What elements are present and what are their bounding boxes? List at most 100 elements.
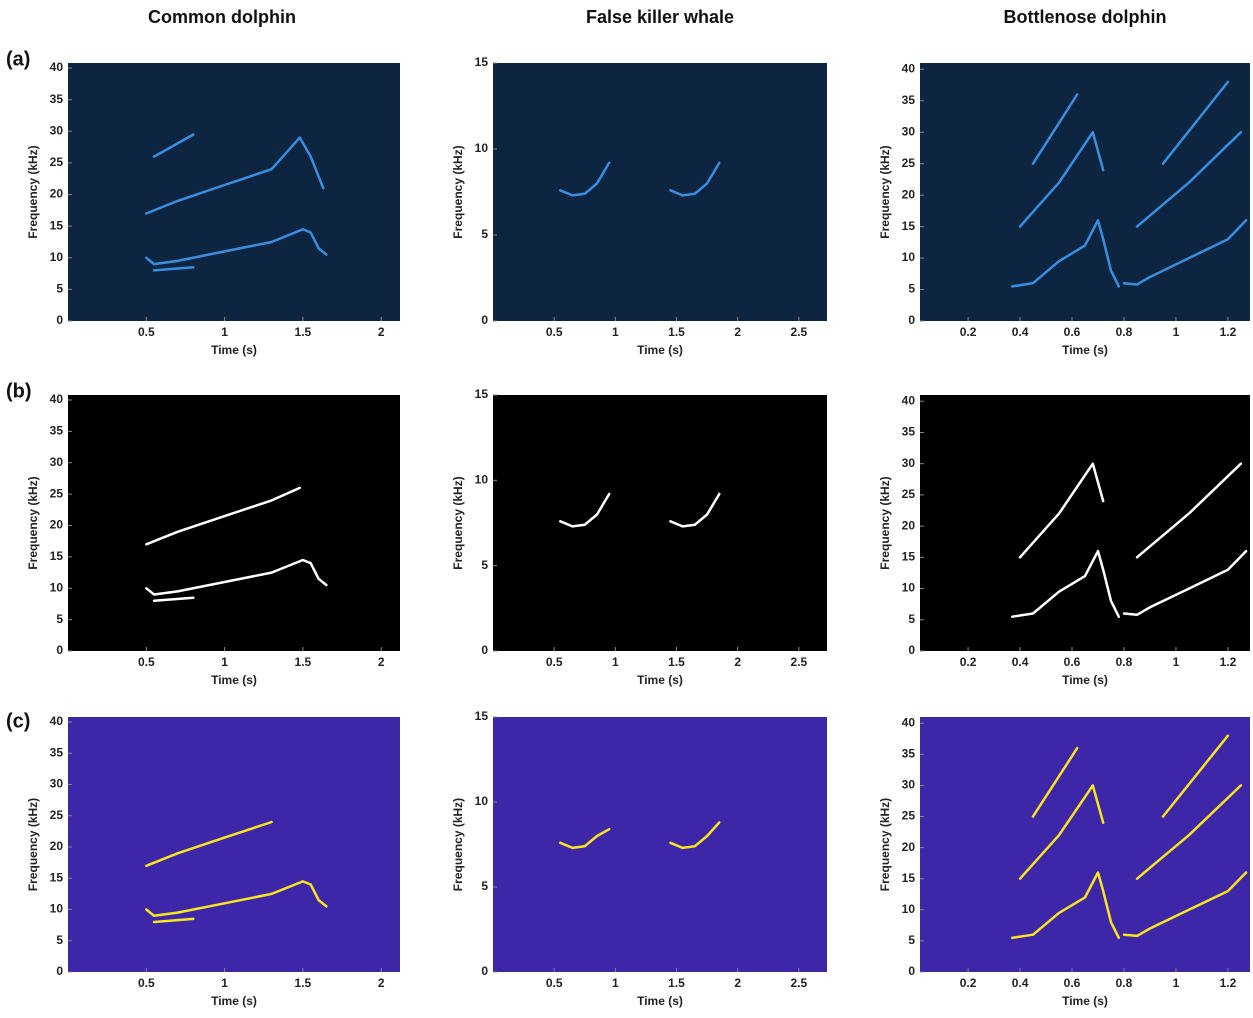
y-tick-label: 0 — [908, 964, 915, 978]
x-tick-label: 2 — [734, 976, 741, 990]
y-tick-label: 40 — [902, 393, 916, 407]
y-tick-label: 40 — [50, 60, 64, 74]
contour — [669, 821, 721, 850]
x-axis-label: Time (s) — [1062, 673, 1108, 687]
x-tick-label: 2.5 — [791, 325, 808, 339]
y-tick-label: 0 — [481, 964, 488, 978]
plot-area — [493, 395, 827, 651]
contours — [1010, 462, 1248, 618]
x-tick-label: 1.5 — [295, 976, 312, 990]
contour — [1031, 93, 1079, 165]
contour — [145, 558, 328, 596]
y-tick-label: 15 — [475, 709, 489, 723]
y-axis-label: Frequency (kHz) — [26, 476, 40, 569]
column-title: False killer whale — [586, 7, 734, 27]
x-axis-label: Time (s) — [211, 673, 257, 687]
x-tick-label: 2.5 — [791, 976, 808, 990]
contour — [145, 880, 328, 918]
contour — [145, 486, 302, 546]
y-tick-label: 5 — [56, 933, 63, 947]
y-tick-label: 10 — [475, 141, 489, 155]
y-tick-label: 15 — [902, 219, 916, 233]
row-label: (b) — [6, 380, 32, 402]
x-tick-label: 1 — [612, 655, 619, 669]
x-tick-label: 1.2 — [1220, 325, 1237, 339]
y-axis-label: Frequency (kHz) — [878, 145, 892, 238]
y-tick-label: 20 — [902, 840, 916, 854]
y-tick-label: 0 — [56, 643, 63, 657]
contour — [152, 917, 195, 924]
y-tick-label: 15 — [50, 549, 64, 563]
x-tick-label: 2 — [734, 655, 741, 669]
y-axis-label: Frequency (kHz) — [26, 145, 40, 238]
y-tick-label: 0 — [481, 643, 488, 657]
y-tick-label: 40 — [50, 392, 64, 406]
y-tick-label: 0 — [56, 964, 63, 978]
column-title: Common dolphin — [148, 7, 296, 27]
contour — [152, 133, 195, 158]
x-tick-label: 0.4 — [1012, 325, 1029, 339]
y-tick-label: 20 — [902, 518, 916, 532]
contour — [1122, 549, 1248, 617]
y-tick-label: 0 — [481, 313, 488, 327]
contour — [1135, 130, 1243, 228]
y-tick-label: 5 — [481, 227, 488, 241]
contour — [145, 136, 325, 215]
x-tick-label: 1.5 — [295, 655, 312, 669]
y-tick-label: 30 — [902, 778, 916, 792]
y-tick-label: 30 — [50, 455, 64, 469]
x-tick-label: 0.2 — [960, 655, 977, 669]
x-tick-label: 1 — [221, 655, 228, 669]
x-tick-label: 1 — [1173, 655, 1180, 669]
y-tick-label: 25 — [902, 156, 916, 170]
contour — [669, 161, 721, 197]
plot-area — [920, 395, 1250, 651]
contour — [145, 228, 328, 266]
y-tick-label: 15 — [475, 387, 489, 401]
y-tick-label: 15 — [475, 55, 489, 69]
y-axis-label: Frequency (kHz) — [26, 798, 40, 891]
contour — [1122, 219, 1248, 286]
y-tick-label: 40 — [902, 61, 916, 75]
x-tick-label: 2 — [378, 976, 385, 990]
contour — [1135, 784, 1243, 880]
x-tick-label: 1 — [221, 976, 228, 990]
y-tick-label: 35 — [902, 93, 916, 107]
y-tick-label: 10 — [902, 250, 916, 264]
x-axis-label: Time (s) — [637, 343, 683, 357]
y-tick-label: 25 — [902, 487, 916, 501]
y-axis-label: Frequency (kHz) — [451, 145, 465, 238]
contour — [559, 827, 611, 850]
x-tick-label: 2.5 — [791, 655, 808, 669]
x-axis-label: Time (s) — [1062, 343, 1108, 357]
x-tick-label: 1.2 — [1220, 655, 1237, 669]
y-tick-label: 10 — [50, 580, 64, 594]
x-tick-label: 1 — [1173, 976, 1180, 990]
contour — [1031, 746, 1079, 818]
x-tick-label: 1 — [221, 325, 228, 339]
plot-area — [493, 717, 827, 972]
plot-area — [68, 63, 400, 321]
y-tick-label: 25 — [902, 809, 916, 823]
contours — [559, 161, 721, 197]
x-tick-label: 0.8 — [1116, 976, 1133, 990]
y-tick-label: 15 — [50, 218, 64, 232]
contours — [559, 492, 721, 528]
x-tick-label: 1.2 — [1220, 976, 1237, 990]
y-tick-label: 5 — [908, 282, 915, 296]
y-tick-label: 10 — [50, 902, 64, 916]
x-tick-label: 0.6 — [1064, 325, 1081, 339]
x-tick-label: 0.2 — [960, 976, 977, 990]
x-tick-label: 1.5 — [668, 655, 685, 669]
y-tick-label: 5 — [908, 933, 915, 947]
x-axis-label: Time (s) — [211, 994, 257, 1008]
y-tick-label: 15 — [50, 870, 64, 884]
y-tick-label: 40 — [902, 715, 916, 729]
y-tick-label: 5 — [481, 558, 488, 572]
y-tick-label: 5 — [56, 282, 63, 296]
y-tick-label: 40 — [50, 714, 64, 728]
x-tick-label: 1 — [1173, 325, 1180, 339]
x-axis-label: Time (s) — [1062, 994, 1108, 1008]
y-tick-label: 10 — [902, 581, 916, 595]
x-tick-label: 0.4 — [1012, 976, 1029, 990]
